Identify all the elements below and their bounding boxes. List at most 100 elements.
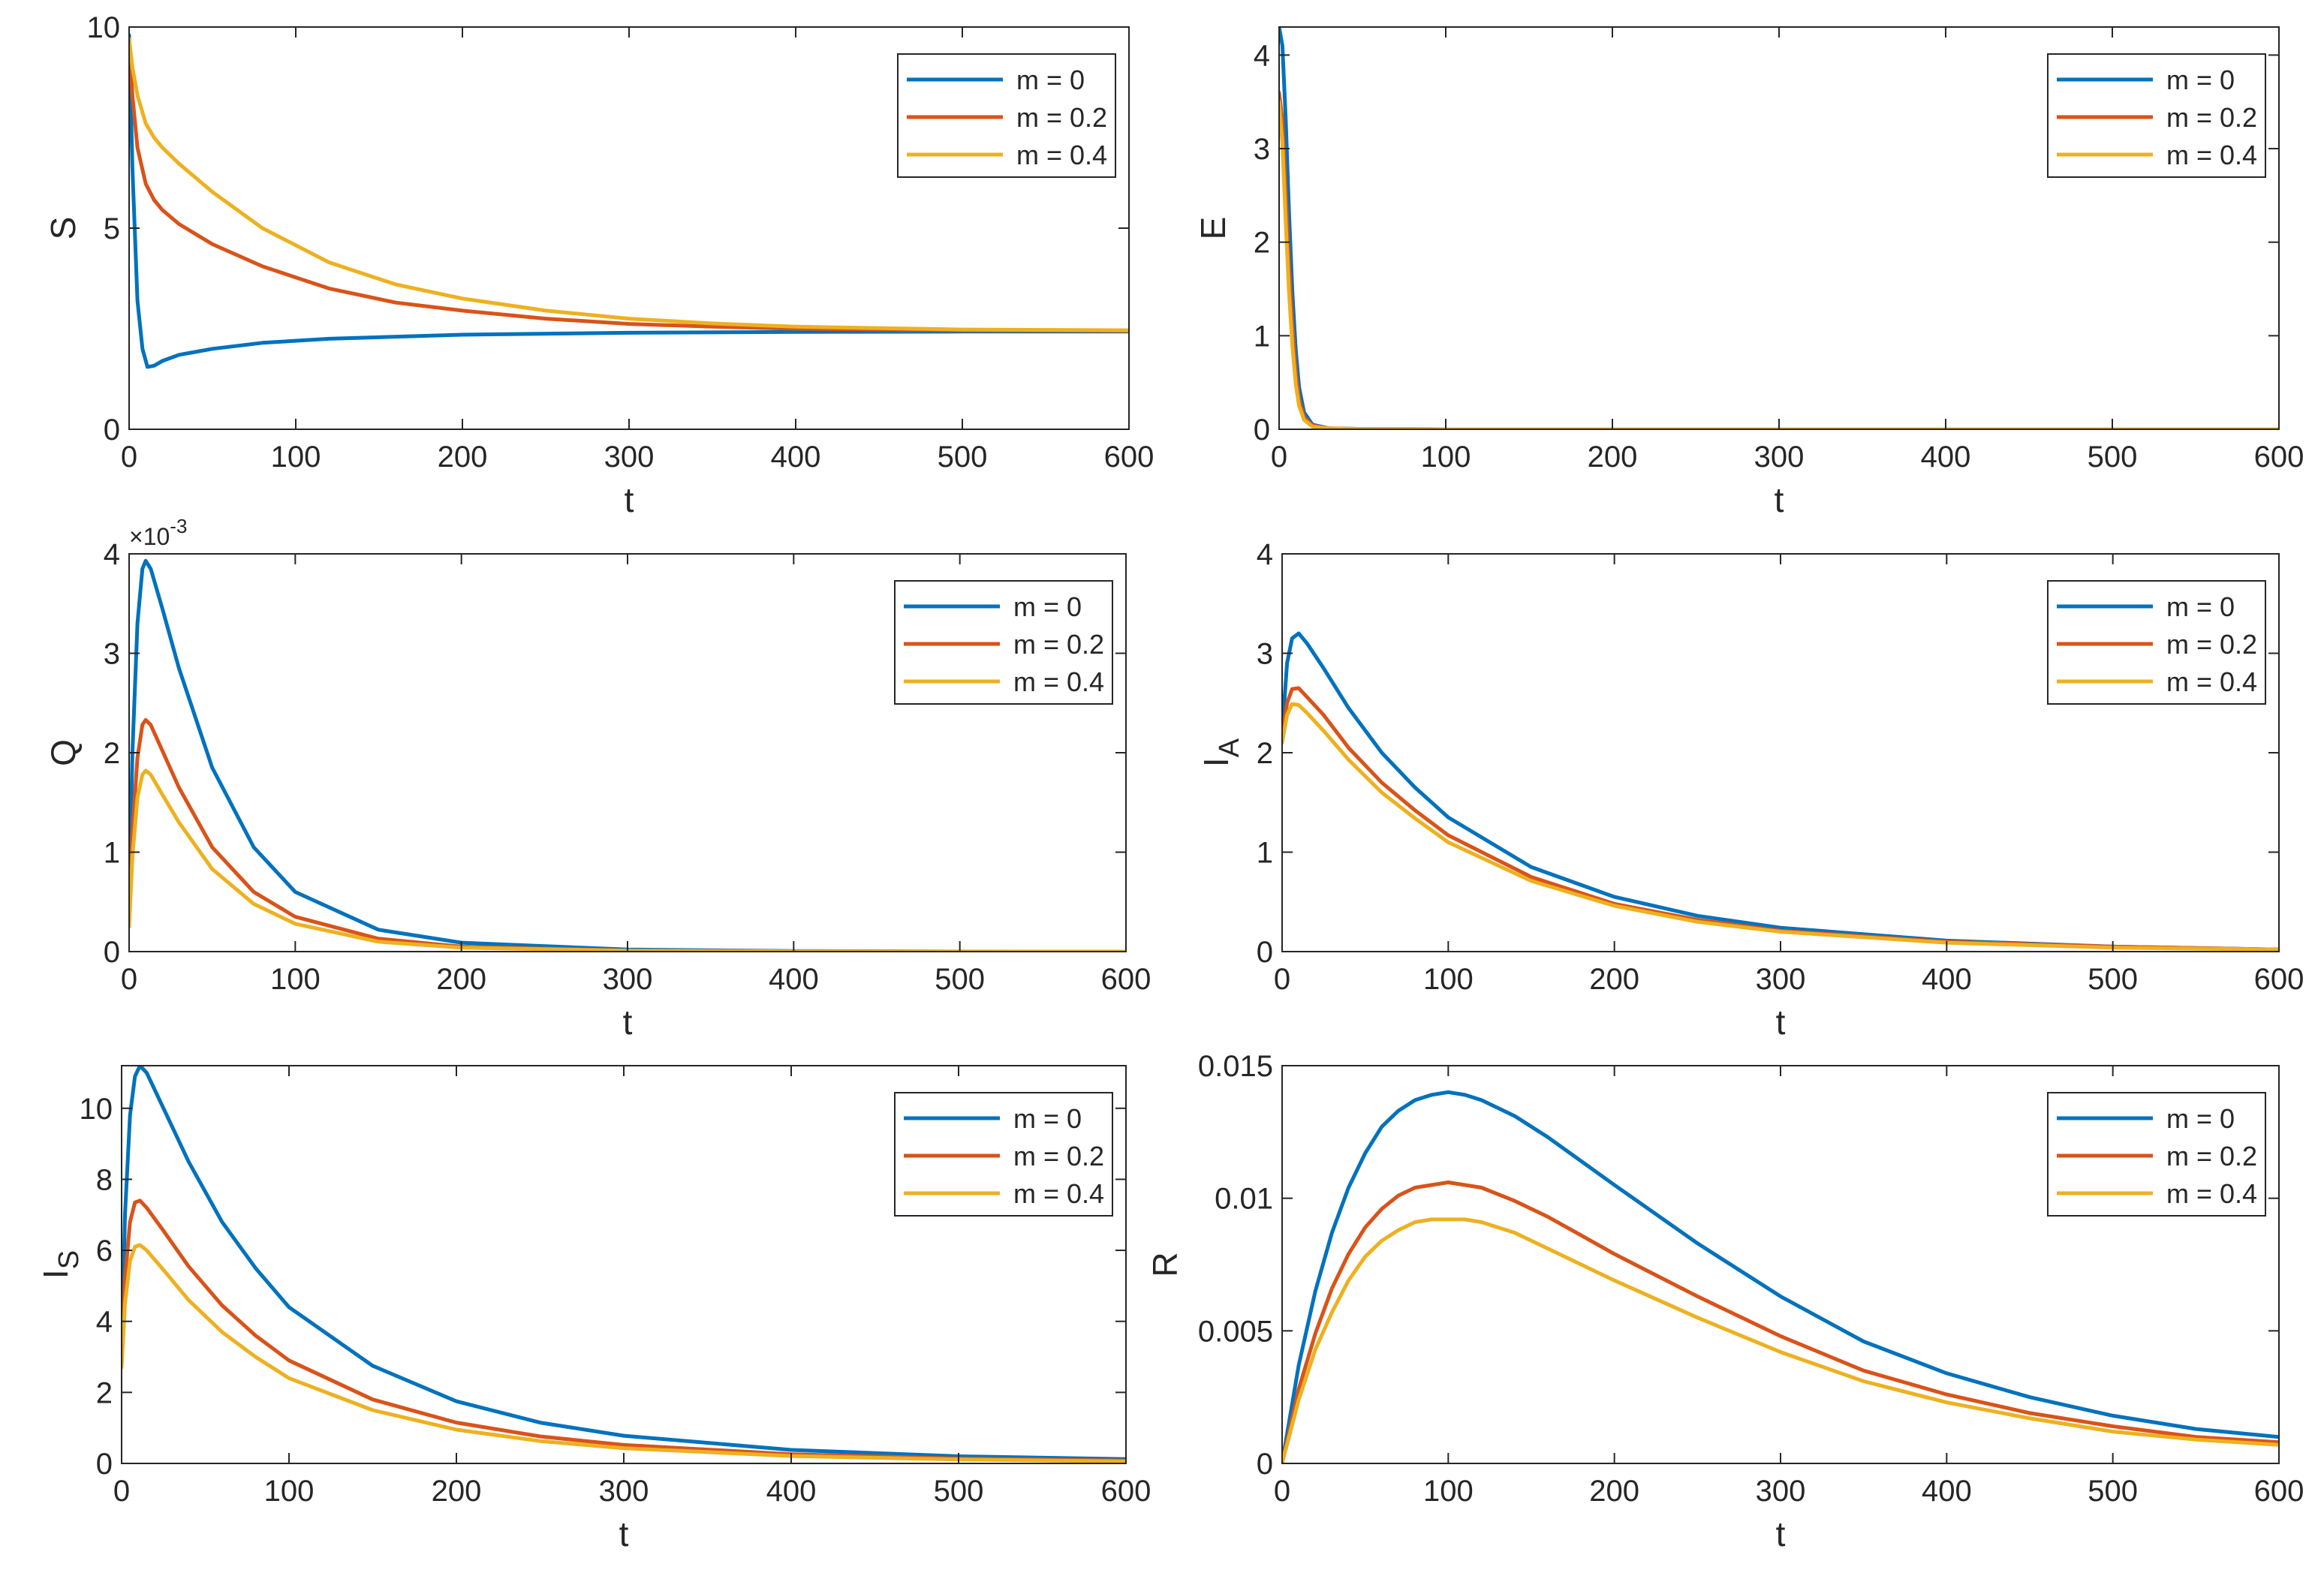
- y-tick-label: 10: [87, 11, 121, 44]
- y-axis-label: Q: [44, 739, 83, 766]
- legend-entry-label: m = 0.2: [1016, 102, 1107, 133]
- x-tick-label: 400: [771, 441, 821, 474]
- y-tick-label: 0.015: [1198, 1050, 1273, 1083]
- y-tick-label: 4: [96, 1306, 113, 1339]
- x-axis-label: t: [619, 1514, 629, 1553]
- y-tick-label: 3: [104, 638, 120, 671]
- x-tick-label: 400: [1922, 963, 1972, 996]
- x-tick-label: 500: [938, 441, 988, 474]
- legend: m = 0 m = 0.2 m = 0.4: [2047, 1092, 2266, 1217]
- x-tick-label: 600: [1101, 1475, 1151, 1508]
- series-line-m0: [122, 1066, 1126, 1461]
- x-tick-label: 0: [121, 963, 137, 996]
- panel-r: 0 100 200 300 400 500 600 0 0.005 0.01 0.015 t Rm = …: [1145, 1050, 2304, 1553]
- y-tick-label: 0: [1254, 414, 1270, 447]
- legend: m = 0 m = 0.2 m = 0.4: [2047, 53, 2266, 178]
- x-tick-label: 100: [1423, 963, 1474, 996]
- x-tick-label: 400: [1921, 441, 1971, 474]
- x-tick-label: 600: [2254, 1475, 2304, 1508]
- x-tick-label: 300: [599, 1475, 649, 1508]
- y-tick-label: 1: [1254, 320, 1270, 353]
- y-axis-label-subscript: S: [53, 1250, 85, 1269]
- y-axis-exponent: ×10-3: [129, 515, 187, 550]
- x-tick-label: 300: [1754, 441, 1805, 474]
- x-tick-label: 300: [604, 441, 655, 474]
- y-axis-label: E: [1194, 217, 1233, 240]
- y-tick-label: 2: [1257, 737, 1273, 770]
- x-tick-label: 500: [935, 963, 985, 996]
- legend-entry-label: m = 0.4: [2166, 666, 2257, 697]
- y-tick-label: 0: [1257, 936, 1273, 969]
- y-tick-label: 0.005: [1198, 1315, 1273, 1348]
- x-tick-label: 600: [1104, 441, 1154, 474]
- legend-entry-label: m = 0.4: [1013, 666, 1104, 697]
- y-axis-label: IA: [1197, 738, 1245, 767]
- y-tick-label: 10: [80, 1093, 113, 1126]
- legend-entry-label: m = 0.2: [2166, 629, 2257, 660]
- series-line-m0-4: [1282, 702, 2279, 952]
- legend-entry-label: m = 0: [2166, 65, 2235, 95]
- x-axis-label: t: [625, 480, 634, 519]
- x-axis-label: t: [1775, 480, 1784, 519]
- series-line-m0: [1282, 631, 2279, 952]
- legend: m = 0 m = 0.2 m = 0.4: [897, 53, 1116, 178]
- x-tick-label: 600: [1101, 963, 1151, 996]
- y-tick-label: 8: [96, 1163, 113, 1196]
- legend: m = 0 m = 0.2 m = 0.4: [2047, 580, 2266, 705]
- x-tick-label: 100: [271, 441, 321, 474]
- legend-entry-label: m = 0: [1016, 65, 1085, 95]
- x-axis-label: t: [623, 1003, 633, 1042]
- y-tick-label: 4: [1257, 538, 1273, 571]
- x-tick-label: 200: [436, 963, 486, 996]
- legend-entry-label: m = 0: [2166, 1103, 2235, 1134]
- x-tick-label: 200: [1588, 441, 1638, 474]
- legend-entry-label: m = 0.4: [1013, 1178, 1104, 1209]
- y-tick-label: 1: [104, 837, 120, 870]
- legend-entry-label: m = 0: [1013, 1103, 1082, 1134]
- y-axis-label-main: E: [1194, 217, 1233, 240]
- y-tick-label: 0: [96, 1448, 113, 1481]
- x-axis-label: t: [1776, 1003, 1786, 1042]
- x-tick-label: 0: [113, 1475, 130, 1508]
- y-axis-label-main: I: [1197, 757, 1236, 767]
- legend-entry-label: m = 0.4: [2166, 1178, 2257, 1209]
- series-line-m0: [1282, 1090, 2279, 1463]
- x-tick-label: 300: [1756, 1475, 1806, 1508]
- y-tick-label: 5: [104, 212, 120, 245]
- series-line-m0-2: [122, 1199, 1126, 1463]
- x-tick-label: 300: [603, 963, 653, 996]
- series-line-m0-4: [1282, 1217, 2279, 1463]
- y-axis-label-main: Q: [44, 739, 83, 766]
- y-tick-label: 3: [1257, 638, 1273, 671]
- y-axis-label-main: I: [36, 1269, 75, 1279]
- x-tick-label: 0: [121, 441, 137, 474]
- x-tick-label: 500: [934, 1475, 984, 1508]
- y-axis-label: IS: [36, 1250, 85, 1279]
- x-tick-label: 500: [2088, 441, 2138, 474]
- y-axis-label: R: [1145, 1252, 1185, 1277]
- x-tick-label: 200: [1589, 963, 1639, 996]
- y-axis-label: S: [44, 217, 83, 240]
- legend: m = 0 m = 0.2 m = 0.4: [894, 580, 1113, 705]
- exponent-base: ×10: [129, 523, 170, 550]
- y-tick-label: 2: [96, 1376, 113, 1409]
- y-tick-label: 2: [1254, 227, 1270, 260]
- y-tick-label: 0: [1257, 1448, 1273, 1481]
- series-line-m0: [129, 33, 1129, 369]
- x-tick-label: 600: [2254, 441, 2304, 474]
- legend-entry-label: m = 0: [1013, 591, 1082, 622]
- y-axis-label-main: R: [1145, 1252, 1185, 1277]
- legend-entry-label: m = 0.2: [1013, 1141, 1104, 1171]
- x-tick-label: 100: [1421, 441, 1471, 474]
- x-axis-label: t: [1776, 1514, 1786, 1553]
- y-tick-label: 1: [1257, 837, 1273, 870]
- x-tick-label: 200: [432, 1475, 482, 1508]
- legend-entry-label: m = 0.2: [1013, 629, 1104, 660]
- y-tick-label: 2: [104, 737, 120, 770]
